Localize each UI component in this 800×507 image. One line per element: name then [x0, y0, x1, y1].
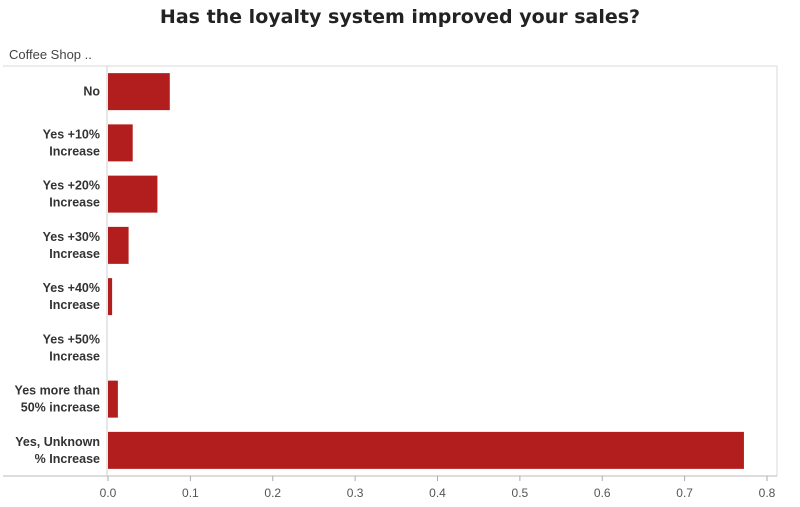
category-label: Yes +10% — [43, 127, 100, 141]
category-label: Yes +30% — [43, 230, 100, 244]
bar[interactable] — [108, 431, 744, 469]
category-label: Increase — [49, 247, 100, 261]
bar[interactable] — [108, 175, 158, 213]
category-label: Yes more than — [15, 384, 100, 398]
x-tick-label: 0.1 — [182, 486, 199, 500]
category-label: Yes +20% — [43, 179, 100, 193]
category-label: Yes +40% — [43, 281, 100, 295]
category-label: Increase — [49, 298, 100, 312]
category-label: Increase — [49, 144, 100, 158]
bar[interactable] — [108, 73, 170, 111]
bar[interactable] — [108, 124, 133, 162]
row-header: Coffee Shop .. — [9, 47, 92, 62]
bar[interactable] — [108, 380, 118, 418]
x-tick-label: 0.8 — [759, 486, 776, 500]
category-label: Yes, Unknown — [15, 435, 100, 449]
x-tick-label: 0.0 — [100, 486, 117, 500]
category-label: % Increase — [35, 452, 100, 466]
category-label: 50% increase — [21, 401, 100, 415]
x-tick-label: 0.2 — [264, 486, 281, 500]
x-tick-label: 0.5 — [512, 486, 529, 500]
x-tick-label: 0.3 — [347, 486, 364, 500]
x-tick-label: 0.7 — [676, 486, 693, 500]
chart-title: Has the loyalty system improved your sal… — [159, 6, 641, 28]
category-label: Increase — [49, 196, 100, 210]
category-label: Yes +50% — [43, 332, 100, 346]
x-tick-label: 0.4 — [429, 486, 446, 500]
category-label: No — [83, 85, 100, 99]
x-tick-label: 0.6 — [594, 486, 611, 500]
bar[interactable] — [108, 278, 113, 316]
category-label: Increase — [49, 349, 100, 363]
bar[interactable] — [108, 226, 129, 264]
